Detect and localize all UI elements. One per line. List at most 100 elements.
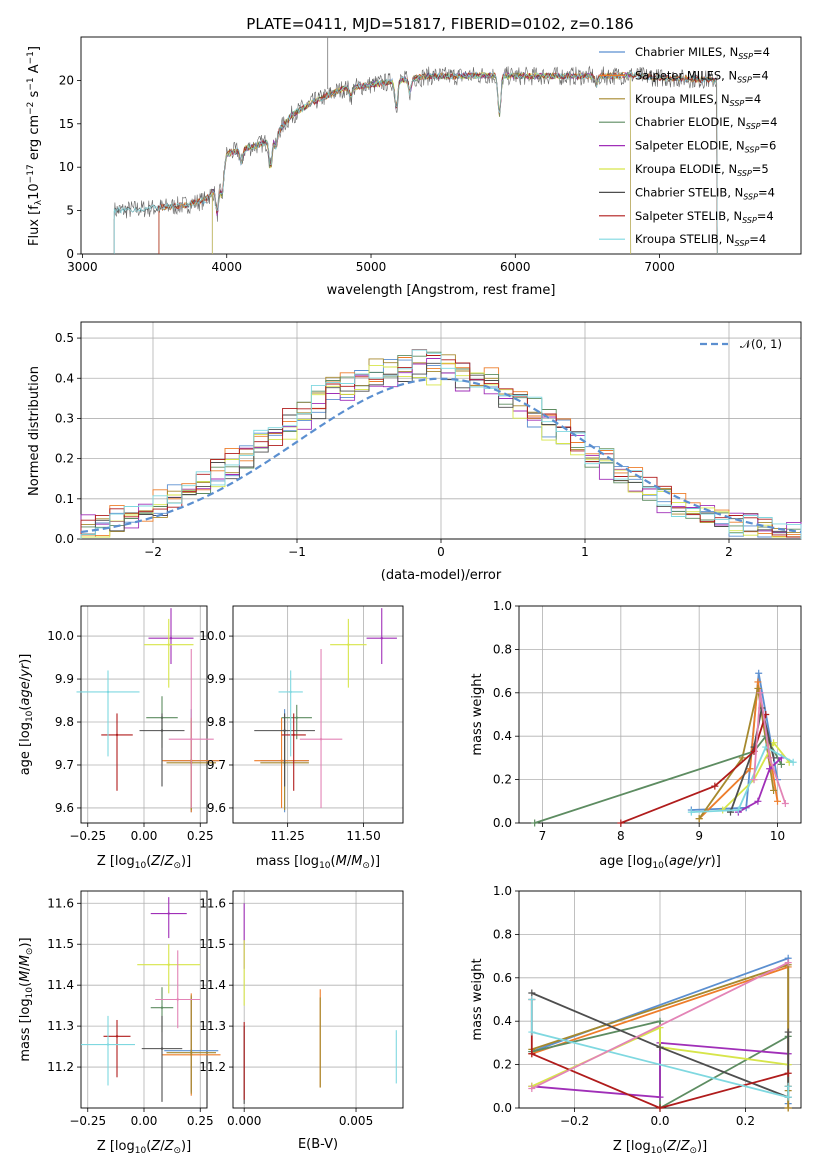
weight-series-line bbox=[737, 757, 783, 813]
x-tick-label: −0.2 bbox=[560, 1114, 589, 1128]
spectrum-model-line bbox=[158, 71, 718, 255]
y-tick-label: 11.3 bbox=[47, 1019, 74, 1033]
x-tick-label: 5000 bbox=[356, 260, 387, 274]
spectrum-model-line bbox=[211, 71, 632, 255]
spectrum-panel: 3000 4000 5000 6000 7000 0 5 10 15 20 Chabrier MIL… bbox=[26, 36, 802, 298]
data-point bbox=[190, 738, 193, 741]
data-point bbox=[176, 998, 179, 1001]
weight-point bbox=[617, 819, 625, 827]
y-tick-label: 1.0 bbox=[493, 599, 512, 613]
y-tick-label: 0.0 bbox=[55, 532, 74, 546]
data-point bbox=[106, 1043, 110, 1046]
y-tick-label: 10 bbox=[59, 160, 74, 174]
y-tick-label: 0.2 bbox=[55, 452, 74, 466]
weight-point bbox=[789, 758, 797, 766]
y-tick-label: 1.0 bbox=[493, 884, 512, 898]
x-axis-label: E(B-V) bbox=[298, 1137, 338, 1152]
weight-point bbox=[754, 678, 762, 686]
data-point bbox=[380, 637, 383, 640]
y-axis-label: Normed distribution bbox=[27, 366, 42, 496]
weight-series-line bbox=[531, 992, 790, 1099]
y-tick-label: 11.5 bbox=[47, 937, 74, 951]
legend-label: Chabrier ELODIE, NSSP=4 bbox=[635, 115, 777, 131]
y-tick-label: 9.6 bbox=[55, 801, 74, 815]
y-tick-label: 9.7 bbox=[55, 758, 74, 772]
weight-series-line bbox=[531, 1041, 789, 1099]
x-tick-label: 11.25 bbox=[270, 829, 304, 843]
weight-vs-Z-panel: −0.2 0.0 0.2 0.0 0.2 0.4 0.6 0.8 1.0 Z [log10(Z/Z… bbox=[470, 884, 802, 1156]
data-point bbox=[160, 729, 164, 732]
legend-label: Salpeter STELIB, NSSP=4 bbox=[635, 209, 774, 225]
weight-point bbox=[774, 797, 781, 805]
weight-point bbox=[734, 806, 742, 814]
x-tick-label: 6000 bbox=[500, 260, 531, 274]
weight-point bbox=[531, 819, 539, 827]
mass-vs-Z-panel: −0.25 0.00 0.25 11.2 11.3 11.4 11.5 11.6 Z [log1… bbox=[18, 890, 221, 1156]
y-tick-label: 0.5 bbox=[55, 331, 74, 345]
figure-title: PLATE=0411, MJD=51817, FIBERID=0102, z=0… bbox=[246, 15, 633, 33]
y-tick-label: 11.5 bbox=[199, 937, 226, 951]
y-tick-label: 11.4 bbox=[199, 978, 226, 992]
x-axis-label: Z [log10(Z/Z⊙)] bbox=[97, 1139, 191, 1156]
y-axis-label: Flux [fλ10−17 erg cm−2 s−1 A−1] bbox=[26, 46, 44, 246]
x-tick-label: −0.25 bbox=[69, 1114, 106, 1128]
legend-label: Kroupa MILES, NSSP=4 bbox=[635, 92, 761, 108]
y-tick-label: 15 bbox=[59, 117, 74, 131]
y-tick-label: 9.6 bbox=[207, 801, 226, 815]
legend-label: Salpeter MILES, NSSP=4 bbox=[635, 68, 769, 84]
x-tick-label: 4000 bbox=[211, 260, 242, 274]
weight-point bbox=[754, 797, 762, 805]
weight-point bbox=[746, 765, 754, 773]
y-tick-label: 0.3 bbox=[55, 411, 74, 425]
spectrum-model-line bbox=[211, 71, 632, 255]
data-point bbox=[347, 643, 350, 646]
x-tick-label: 0.25 bbox=[187, 829, 214, 843]
y-tick-label: 0.0 bbox=[493, 816, 512, 830]
y-tick-label: 0.8 bbox=[493, 927, 512, 941]
y-tick-label: 0.2 bbox=[493, 773, 512, 787]
data-point bbox=[160, 1006, 164, 1009]
y-tick-label: 0.6 bbox=[493, 686, 512, 700]
residual-histogram bbox=[80, 349, 802, 539]
weight-point bbox=[755, 669, 763, 677]
weight-series-line bbox=[530, 999, 790, 1099]
weight-point bbox=[770, 786, 778, 794]
x-tick-label: 0.000 bbox=[227, 1114, 261, 1128]
x-axis-label: Z [log10(Z/Z⊙)] bbox=[97, 854, 191, 871]
y-tick-label: 5 bbox=[66, 204, 74, 218]
age-vs-Z-panel: −0.25 0.00 0.25 9.6 9.7 9.8 9.9 10.0 Z [log10(Z/… bbox=[18, 605, 221, 871]
weight-point bbox=[656, 1093, 664, 1101]
legend-label: Kroupa STELIB, NSSP=4 bbox=[635, 232, 766, 248]
weight-point bbox=[528, 989, 536, 997]
y-axis-label: mass weight bbox=[470, 958, 485, 1040]
normal-curve bbox=[80, 377, 802, 534]
legend-label: Chabrier STELIB, NSSP=4 bbox=[635, 185, 775, 201]
x-axis-label: age [log10(age/yr)] bbox=[599, 854, 721, 871]
spectrum-data-line bbox=[113, 65, 718, 222]
data-point bbox=[167, 963, 170, 966]
x-tick-label: 2 bbox=[725, 545, 733, 559]
data-point bbox=[160, 1047, 164, 1050]
weight-point bbox=[756, 689, 764, 697]
weight-point bbox=[784, 959, 792, 967]
weight-series-line bbox=[620, 714, 767, 824]
weight-point bbox=[777, 760, 785, 768]
y-tick-label: 10.0 bbox=[199, 629, 226, 643]
weight-point bbox=[528, 996, 536, 1003]
weight-point bbox=[770, 739, 778, 747]
weight-point bbox=[750, 776, 758, 784]
y-tick-label: 0.2 bbox=[493, 1058, 512, 1072]
spectrum-model-line bbox=[211, 71, 632, 255]
legend-label: Salpeter ELODIE, NSSP=6 bbox=[635, 139, 776, 155]
y-tick-label: 11.2 bbox=[47, 1060, 74, 1074]
weight-point bbox=[754, 684, 762, 692]
weight-point bbox=[528, 1028, 536, 1036]
spectrum-model-line bbox=[113, 71, 718, 255]
weight-point bbox=[687, 808, 695, 816]
weight-point bbox=[656, 1043, 664, 1051]
weight-point bbox=[766, 765, 774, 773]
y-tick-label: 0.8 bbox=[493, 642, 512, 656]
y-tick-label: 10.0 bbox=[47, 629, 74, 643]
y-tick-label: 0.4 bbox=[55, 371, 74, 385]
